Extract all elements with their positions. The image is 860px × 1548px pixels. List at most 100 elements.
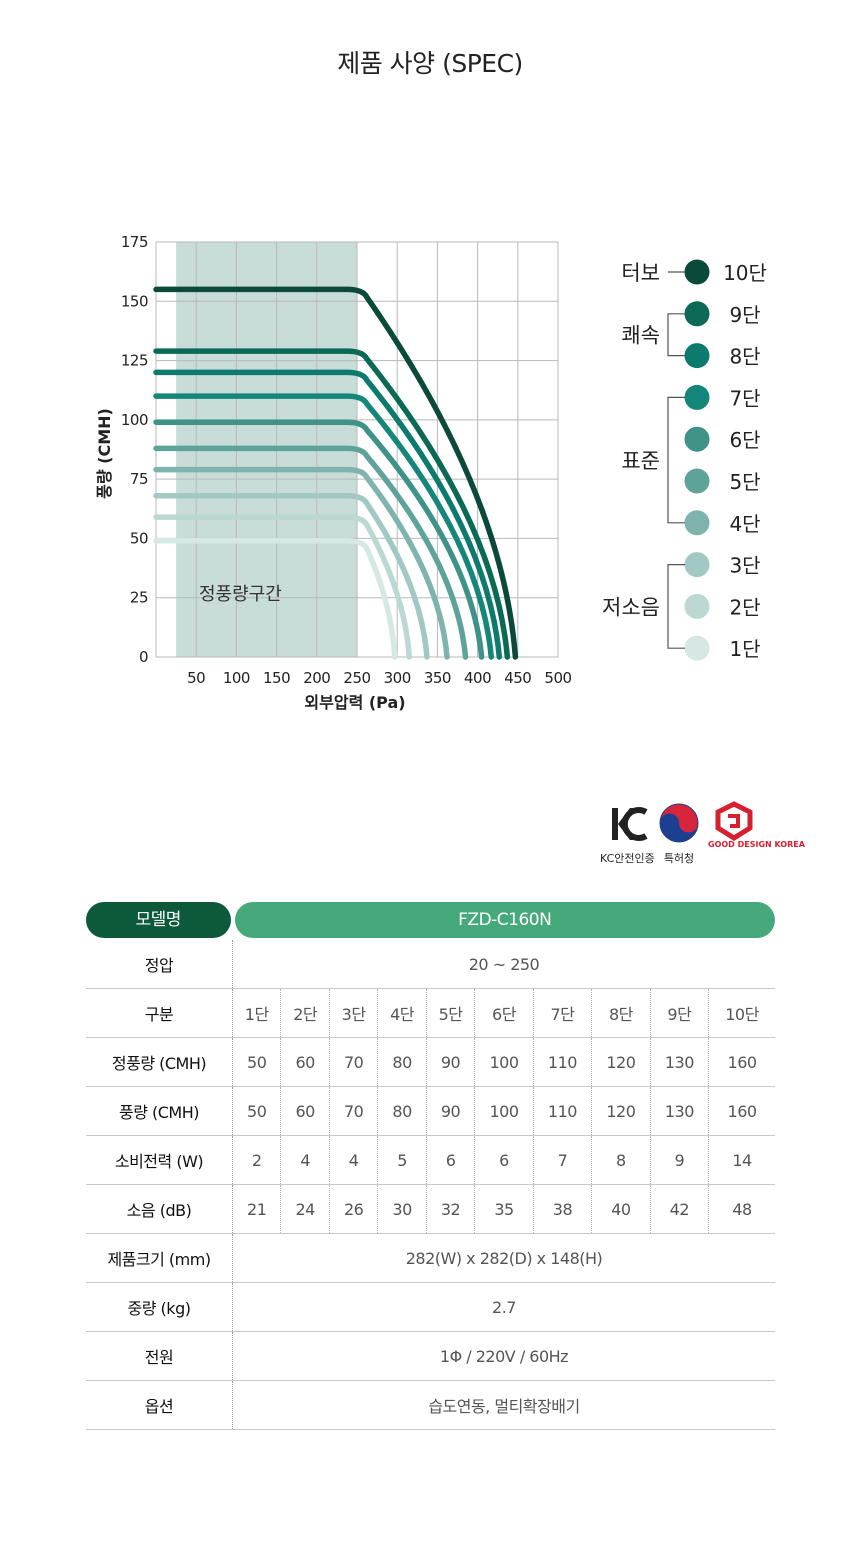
kc-label: KC안전인증 — [600, 852, 655, 865]
good-design-label: GOOD DESIGN KOREA — [708, 840, 805, 849]
legend-label-9단: 9단 — [729, 303, 760, 327]
series-curve-7단 — [153, 393, 495, 660]
series-curve-2단 — [153, 514, 413, 660]
spec-row-model: 모델명 FZD-C160N — [86, 900, 775, 940]
patent-office-icon — [659, 803, 699, 843]
model-value: FZD-C160N — [234, 902, 775, 938]
noise-cell: 26 — [328, 1184, 378, 1234]
power-source-value: 1Φ / 220V / 60Hz — [232, 1331, 775, 1381]
power-cell: 8 — [591, 1135, 651, 1185]
series-curve-5단 — [153, 445, 469, 660]
y-tick-label: 100 — [121, 411, 148, 429]
power-label: 소비전력 (W) — [86, 1135, 233, 1185]
legend-label-7단: 7단 — [729, 386, 760, 410]
weight-value: 2.7 — [232, 1282, 775, 1332]
legend-marker-8단 — [684, 343, 710, 369]
legend-label-4단: 4단 — [729, 512, 760, 536]
levels-cell: 3단 — [328, 988, 378, 1038]
const-flow-cell: 90 — [425, 1037, 475, 1087]
power-cell: 5 — [377, 1135, 427, 1185]
legend-marker-3단 — [684, 552, 710, 578]
const-flow-cell: 100 — [474, 1037, 534, 1087]
power-cell: 6 — [425, 1135, 475, 1185]
series-curve-9단 — [153, 348, 511, 660]
const-flow-label: 정풍량 (CMH) — [86, 1037, 233, 1087]
power-cell: 4 — [328, 1135, 378, 1185]
spec-model-value-cell: FZD-C160N — [233, 900, 775, 940]
y-tick-label: 50 — [130, 529, 148, 547]
options-label: 옵션 — [86, 1380, 233, 1430]
x-axis-title: 외부압력 (Pa) — [304, 693, 405, 712]
x-tick-label: 50 — [187, 669, 205, 687]
spec-row-flow: 풍량 (CMH) 50 60 70 80 90 100 110 120 130 160 — [86, 1086, 775, 1136]
noise-cell: 42 — [649, 1184, 709, 1234]
spec-row-power-source: 전원 1Φ / 220V / 60Hz — [86, 1331, 775, 1381]
spec-row-levels: 구분 1단 2단 3단 4단 5단 6단 7단 8단 9단 10단 — [86, 988, 775, 1038]
power-cell: 7 — [532, 1135, 592, 1185]
levels-cell: 9단 — [649, 988, 709, 1038]
levels-cell: 6단 — [474, 988, 534, 1038]
flow-cell: 110 — [532, 1086, 592, 1136]
legend-label-10단: 10단 — [723, 261, 767, 285]
spec-row-options: 옵션 습도연동, 멀티확장배기 — [86, 1380, 775, 1430]
spec-row-size: 제품크기 (mm) 282(W) x 282(D) x 148(H) — [86, 1233, 775, 1283]
noise-cell: 48 — [708, 1184, 775, 1234]
power-cell: 2 — [232, 1135, 281, 1185]
spec-model-label-cell: 모델명 — [86, 900, 233, 940]
patent-certification: 특허청 — [656, 800, 702, 870]
legend-group-표준: 표준 — [621, 449, 660, 473]
legend-marker-10단 — [684, 259, 710, 285]
legend-label-6단: 6단 — [729, 428, 760, 452]
power-cell: 14 — [708, 1135, 775, 1185]
x-tick-label: 150 — [263, 669, 290, 687]
const-flow-cell: 50 — [232, 1037, 281, 1087]
legend-marker-5단 — [684, 468, 710, 494]
series-curve-4단 — [153, 466, 450, 660]
flow-cell: 160 — [708, 1086, 775, 1136]
series-curve-6단 — [153, 419, 485, 660]
x-tick-label: 100 — [223, 669, 250, 687]
noise-cell: 32 — [425, 1184, 475, 1234]
options-value: 습도연동, 멀티확장배기 — [232, 1380, 775, 1430]
power-cell: 4 — [280, 1135, 330, 1185]
flow-cell: 90 — [425, 1086, 475, 1136]
size-label: 제품크기 (mm) — [86, 1233, 233, 1283]
flow-label: 풍량 (CMH) — [86, 1086, 233, 1136]
airflow-chart: 50 100 150 200 250 300 350 400 450 500 0 25 50 75 100 1… — [95, 233, 767, 712]
spec-row-static-pressure: 정압 20 ~ 250 — [86, 940, 775, 989]
legend-label-8단: 8단 — [729, 345, 760, 369]
kc-certification: KC안전인증 — [600, 800, 655, 870]
legend-label-1단: 1단 — [729, 637, 760, 661]
levels-cell: 4단 — [377, 988, 427, 1038]
legend-label-3단: 3단 — [729, 554, 760, 578]
levels-cell: 2단 — [280, 988, 330, 1038]
noise-cell: 21 — [232, 1184, 281, 1234]
levels-cell: 5단 — [425, 988, 475, 1038]
legend-label-5단: 5단 — [729, 470, 760, 494]
const-flow-cell: 70 — [328, 1037, 378, 1087]
y-tick-label: 125 — [121, 352, 148, 370]
x-tick-label: 250 — [343, 669, 370, 687]
levels-label: 구분 — [86, 988, 233, 1038]
levels-cell: 1단 — [232, 988, 281, 1038]
legend-marker-7단 — [684, 384, 710, 410]
y-tick-label: 175 — [121, 233, 148, 251]
noise-cell: 35 — [474, 1184, 534, 1234]
flow-cell: 130 — [649, 1086, 709, 1136]
x-tick-label: 300 — [384, 669, 411, 687]
y-axis-title: 풍량 (CMH) — [95, 408, 114, 499]
x-tick-label: 450 — [504, 669, 531, 687]
legend-marker-2단 — [684, 593, 710, 619]
series-curve-10단 — [153, 286, 519, 660]
x-tick-label: 500 — [544, 669, 571, 687]
spec-row-weight: 중량 (kg) 2.7 — [86, 1282, 775, 1332]
flow-cell: 50 — [232, 1086, 281, 1136]
spec-table: 모델명 FZD-C160N 정압 20 ~ 250 구분 1단 2단 3단 4단 5단 6단… — [86, 900, 775, 1430]
legend-bracket — [667, 564, 685, 649]
y-tick-label: 0 — [139, 648, 148, 666]
const-flow-cell: 110 — [532, 1037, 592, 1087]
noise-cell: 24 — [280, 1184, 330, 1234]
series-curve-3단 — [153, 492, 430, 660]
legend-group-저소음: 저소음 — [602, 595, 660, 619]
const-flow-cell: 120 — [591, 1037, 651, 1087]
